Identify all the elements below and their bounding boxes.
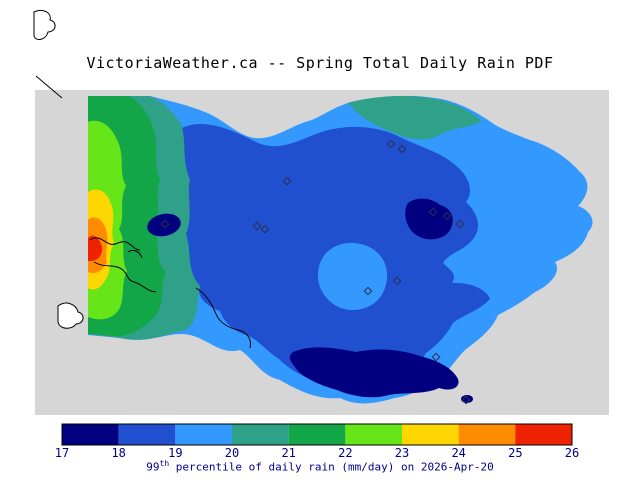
station-marker [455,219,465,229]
colorbar-segment [118,424,176,445]
station-marker [461,395,471,405]
station-marker [386,139,396,149]
coastline-details [57,237,251,349]
band-red-hotspot [88,235,103,262]
colorbar-segment [402,424,459,445]
coastline-harbour-1 [89,237,141,251]
colorbar-caption: 99th percentile of daily rain (mm/day) o… [0,459,640,474]
colorbar-tick: 21 [281,446,295,460]
coastline-inlet-long [195,287,251,349]
colorbar-segment [288,424,346,445]
station-marker [397,144,407,154]
caption-ordinal: th [159,459,170,468]
contour-navy-west [147,213,181,237]
colorbar-segment [345,424,403,445]
colorbar-tick: 19 [168,446,182,460]
station-marker [363,286,373,296]
colorbar-segment [232,424,289,445]
contour-navy-east [405,198,453,240]
coastline-islet-southwest [57,302,84,329]
contour-blue-main [143,123,491,391]
stations-layer [160,139,471,405]
colorbar-tick: 23 [395,446,409,460]
coastline-diagonal [35,75,63,99]
station-marker [431,352,441,362]
coastline-harbour-2 [93,261,157,293]
colorbar: 17 18 19 20 21 22 23 24 25 26 [55,423,579,460]
contour-layers [88,95,593,404]
station-marker [160,219,170,229]
colorbar-tick: 26 [565,446,579,460]
colorbar-tick: 18 [111,446,125,460]
coastline-inlet-small [127,249,143,259]
colorbar-tick: 24 [451,446,465,460]
station-marker [428,207,438,217]
coastline-islet-topleft [33,9,56,40]
colorbar-border [61,423,573,446]
colorbar-tick: 22 [338,446,352,460]
colorbar-segment [175,424,233,445]
colorbar-tick: 20 [225,446,239,460]
colorbar-segment [458,424,516,445]
colorbar-tick: 17 [55,446,69,460]
station-marker [252,221,262,231]
contour-navy-south [289,347,459,398]
station-marker [392,276,402,286]
colorbar-segment [62,424,119,445]
station-marker [282,176,292,186]
station-marker [442,211,452,221]
contour-teal-top-patch [348,95,482,140]
caption-text: percentile of daily rain (mm/day) on 202… [169,460,494,474]
colorbar-tick: 25 [508,446,522,460]
page-title: VictoriaWeather.ca -- Spring Total Daily… [86,54,554,72]
colorbar-segment [515,424,573,445]
station-marker [260,224,270,234]
caption-value: 99 [146,460,160,474]
